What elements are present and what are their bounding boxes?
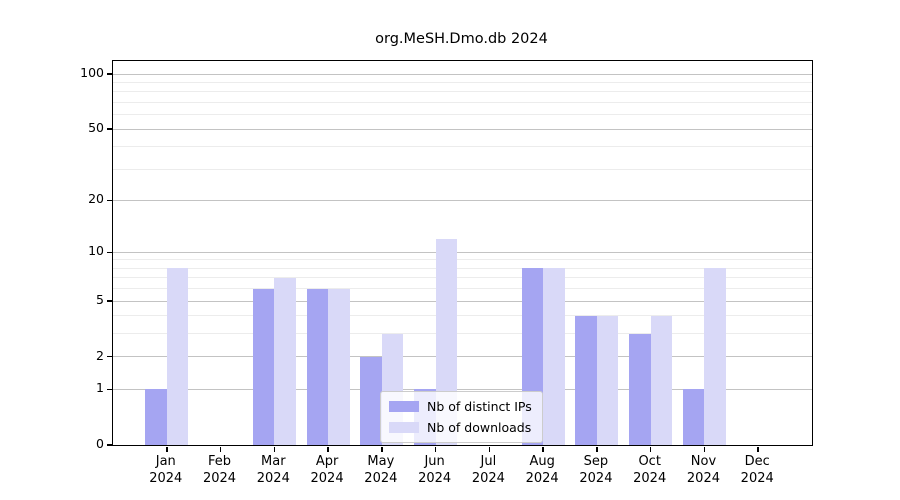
y-tick-label-2: 2: [96, 347, 104, 363]
x-tick-label-sep: Sep 2024: [579, 454, 613, 486]
y-tick-mark-20: [106, 199, 112, 202]
bar-downloads-nov: [704, 268, 726, 445]
minor-gridline-7: [113, 277, 812, 279]
y-tick-label-100: 100: [80, 65, 104, 81]
bar-ips-apr: [306, 288, 329, 445]
legend-row-downloads: Nb of downloads: [389, 420, 532, 435]
x-tick-label-mar: Mar 2024: [256, 454, 290, 486]
minor-gridline-3: [113, 333, 812, 335]
x-tick-label-dec: Dec 2024: [740, 454, 774, 486]
y-tick-label-20: 20: [88, 191, 104, 207]
x-tick-mark-oct: [649, 446, 652, 452]
minor-gridline-90: [113, 82, 812, 84]
major-gridline-20: [113, 199, 812, 201]
bar-downloads-oct: [650, 315, 673, 445]
x-tick-mark-mar: [273, 446, 276, 452]
major-gridline-50: [113, 128, 812, 130]
major-gridline-10: [113, 251, 812, 253]
x-tick-mark-may: [381, 446, 383, 452]
bar-downloads-aug: [543, 268, 565, 445]
minor-gridline-60: [113, 114, 812, 116]
bar-ips-oct: [629, 333, 651, 445]
bar-ips-jan: [145, 389, 167, 445]
x-tick-mark-dec: [757, 446, 759, 452]
bar-downloads-mar: [274, 277, 296, 445]
minor-gridline-40: [113, 146, 812, 148]
x-tick-mark-jul: [488, 446, 491, 452]
y-tick-mark-10: [106, 251, 112, 254]
chart-title: org.MeSH.Dmo.db 2024: [375, 31, 548, 47]
major-gridline-5: [113, 300, 812, 302]
x-tick-mark-jun: [434, 446, 437, 452]
y-tick-label-50: 50: [88, 120, 104, 136]
x-tick-label-may: May 2024: [364, 454, 398, 486]
y-tick-label-0: 0: [96, 436, 104, 451]
downloads-color-swatch: [389, 422, 419, 433]
minor-gridline-9: [113, 259, 812, 261]
bar-downloads-sep: [596, 315, 619, 445]
minor-gridline-6: [113, 288, 812, 290]
bar-downloads-jan: [166, 268, 189, 445]
ips-color-swatch: [389, 401, 419, 412]
x-tick-label-nov: Nov 2024: [686, 454, 720, 486]
minor-gridline-4: [113, 315, 812, 317]
x-tick-mark-nov: [703, 446, 706, 452]
plot-area: [106, 60, 813, 452]
y-tick-label-1: 1: [96, 380, 104, 396]
x-tick-label-apr: Apr 2024: [310, 454, 344, 486]
bar-ips-mar: [252, 288, 275, 445]
legend-label-ips: Nb of distinct IPs: [427, 399, 532, 414]
x-tick-mark-aug: [542, 446, 544, 452]
bar-ips-nov: [682, 389, 705, 445]
y-tick-label-5: 5: [96, 292, 104, 308]
y-tick-label-10: 10: [88, 243, 104, 259]
major-gridline-100: [113, 73, 812, 75]
minor-gridline-8: [113, 267, 812, 269]
x-tick-mark-jan: [166, 446, 168, 452]
bar-ips-sep: [575, 315, 597, 445]
x-tick-label-oct: Oct 2024: [633, 454, 667, 486]
x-tick-label-jun: Jun 2024: [418, 454, 452, 486]
major-gridline-1: [113, 388, 812, 390]
y-tick-mark-1: [106, 388, 112, 391]
bar-downloads-apr: [328, 288, 350, 445]
legend: Nb of distinct IPs Nb of downloads: [380, 391, 543, 443]
x-tick-mark-feb: [219, 446, 222, 452]
x-tick-label-aug: Aug 2024: [525, 454, 559, 486]
x-tick-label-jan: Jan 2024: [149, 454, 183, 486]
x-tick-mark-sep: [596, 446, 598, 452]
x-tick-label-feb: Feb 2024: [202, 454, 237, 486]
bar-ips-may: [360, 356, 382, 445]
y-tick-mark-0: [106, 444, 112, 446]
y-tick-mark-50: [106, 128, 112, 130]
y-tick-mark-5: [106, 300, 112, 302]
legend-row-ips: Nb of distinct IPs: [389, 399, 532, 414]
legend-label-downloads: Nb of downloads: [427, 420, 532, 435]
y-tick-mark-100: [106, 73, 112, 75]
major-gridline-2: [113, 356, 812, 358]
minor-gridline-70: [113, 101, 812, 103]
x-tick-label-jul: Jul 2024: [471, 454, 505, 486]
minor-gridline-30: [113, 168, 812, 170]
y-tick-mark-2: [106, 355, 112, 358]
minor-gridline-80: [113, 91, 812, 93]
x-tick-mark-apr: [327, 446, 329, 452]
